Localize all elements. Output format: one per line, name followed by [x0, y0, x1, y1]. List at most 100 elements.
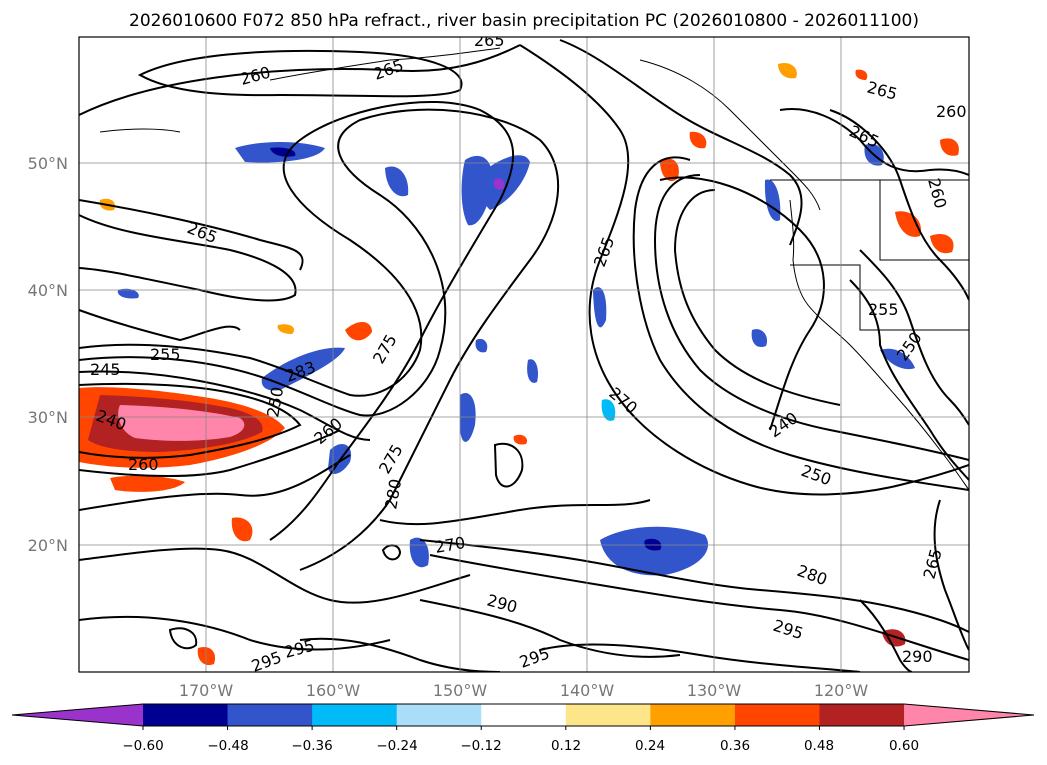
colorbar: [11, 703, 1035, 730]
positive-anomaly-region: [940, 138, 959, 156]
contour-line: [849, 279, 969, 481]
contour-label: 290: [902, 647, 933, 666]
colorbar-extend-low: [12, 704, 143, 726]
negative-anomaly-region: [601, 399, 616, 421]
contour-line: [79, 214, 297, 302]
coastline: [639, 59, 821, 211]
contour-label: 265: [474, 31, 505, 50]
negative-anomaly-region: [527, 359, 538, 383]
border-line: [879, 180, 969, 261]
contour-line: [79, 615, 391, 651]
map-background: [79, 37, 969, 672]
contour-label: 245: [90, 360, 121, 379]
contour-line: [493, 442, 524, 488]
latitude-labels: 50°N 40°N 30°N 20°N: [28, 154, 68, 555]
contour-label: 255: [868, 300, 899, 319]
positive-anomaly-region: [231, 517, 253, 542]
strong-positive-anomaly-region: [882, 629, 906, 647]
lon-tick-label: 130°W: [687, 681, 742, 700]
colorbar-extend-high: [904, 704, 1034, 726]
negative-anomaly-region: [880, 348, 915, 370]
contour-line: [381, 544, 402, 561]
lon-tick-label: 170°W: [179, 681, 234, 700]
contour-line: [79, 309, 241, 342]
positive-anomaly-region: [277, 324, 295, 334]
colorbar-tick-label: −0.60: [122, 738, 163, 754]
contour-line: [79, 100, 514, 541]
colorbar-tick-label: −0.12: [460, 738, 501, 754]
colorbar-tick-label: 0.60: [889, 738, 919, 754]
positive-anomaly-region: [660, 158, 679, 182]
contour-line: [168, 627, 198, 650]
colorbar-tick-label: 0.24: [635, 738, 665, 754]
colorbar-segment: [734, 704, 820, 726]
contour-line: [419, 539, 969, 633]
negative-anomaly-region: [600, 526, 709, 576]
contour-line: [653, 174, 969, 461]
lon-tick-label: 160°W: [306, 681, 361, 700]
coastlines: [99, 47, 969, 491]
grid-lines: [79, 37, 969, 672]
contour-line: [79, 44, 521, 116]
coastline: [789, 199, 969, 491]
negative-anomaly-region: [460, 393, 476, 442]
map-frame: [78, 36, 970, 673]
contour-line: [79, 454, 351, 511]
refractivity-contours: [79, 39, 969, 672]
negative-anomaly-region: [593, 287, 607, 328]
positive-anomaly-region: [345, 321, 372, 341]
negative-anomaly-region: [117, 288, 139, 299]
lat-tick-label: 50°N: [28, 154, 68, 173]
colorbar-tick-label: 0.48: [804, 738, 834, 754]
precip-anomaly-shading: [79, 62, 959, 666]
lat-tick-label: 30°N: [28, 408, 68, 427]
positive-anomaly-region: [778, 62, 797, 79]
positive-anomaly-region: [513, 434, 528, 445]
colorbar-tick-label: 0.12: [551, 738, 581, 754]
longitude-labels: 170°W 160°W 150°W 140°W 130°W 120°W: [179, 681, 869, 700]
contour-line: [79, 382, 302, 459]
contour-line: [79, 108, 560, 571]
contour-line: [859, 249, 969, 426]
contour-line: [419, 599, 681, 658]
colorbar-segment: [481, 704, 567, 726]
coastline: [269, 47, 501, 81]
positive-anomaly-region: [930, 233, 954, 254]
colorbar-segment: [396, 704, 482, 726]
contour-line: [933, 499, 969, 651]
contour-line: [79, 429, 341, 478]
colorbar-segment: [312, 704, 398, 726]
colorbar-tick-label: 0.36: [720, 738, 750, 754]
border-line: [790, 264, 969, 331]
contour-line: [79, 199, 304, 271]
colorbar-segment: [565, 704, 651, 726]
lon-tick-label: 150°W: [433, 681, 488, 700]
coastline: [99, 128, 181, 133]
colorbar-tick-label: −0.48: [207, 738, 248, 754]
colorbar-segment: [227, 704, 313, 726]
positive-anomaly-region: [110, 475, 185, 492]
contour-line: [673, 189, 841, 406]
lat-tick-label: 20°N: [28, 536, 68, 555]
negative-anomaly-region: [751, 329, 768, 348]
contour-line: [632, 156, 969, 491]
contour-line: [539, 643, 861, 672]
lon-tick-label: 140°W: [560, 681, 615, 700]
contour-line: [79, 370, 371, 441]
colorbar-segment: [819, 704, 905, 726]
contour-line: [429, 554, 969, 661]
colorbar-segment: [143, 704, 229, 726]
contour-line: [519, 44, 969, 496]
contour-line: [559, 39, 803, 246]
negative-anomaly-region: [480, 155, 530, 210]
lon-tick-label: 120°W: [814, 681, 869, 700]
map-title: 2026010600 F072 850 hPa refract., river …: [129, 11, 919, 31]
contour-label: 260: [936, 102, 967, 121]
contour-label: 255: [150, 345, 181, 364]
positive-anomaly-region: [689, 131, 707, 149]
extreme-negative-anomaly-region: [493, 178, 505, 190]
contour-label: 260: [128, 455, 159, 474]
negative-anomaly-region: [385, 166, 409, 197]
contour-line: [659, 176, 825, 431]
